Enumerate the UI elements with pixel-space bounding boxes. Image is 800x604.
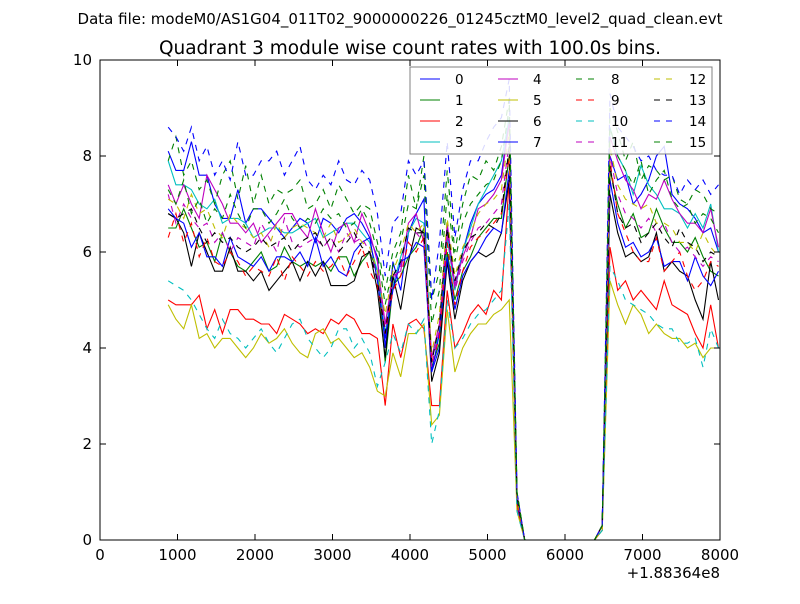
chart-title: Quadrant 3 module wise count rates with … (159, 38, 661, 59)
y-tick-label: 6 (82, 243, 92, 261)
legend-frame (409, 66, 713, 155)
x-offset-label: +1.88364e8 (627, 564, 720, 582)
chart-suptitle: Data file: modeM0/AS1G04_011T02_90000002… (78, 10, 723, 29)
x-tick-label: 3000 (313, 546, 351, 564)
series-line-13 (167, 146, 719, 541)
legend-label-14: 14 (689, 114, 706, 130)
series-layer (167, 79, 720, 541)
x-tick-label: 1000 (158, 546, 196, 564)
series-line-5 (167, 280, 719, 541)
legend-label-11: 11 (611, 135, 628, 151)
x-tick-label: 0 (95, 546, 105, 564)
legend-label-1: 1 (455, 93, 464, 109)
series-line-8 (167, 98, 719, 541)
y-tick-label: 8 (82, 147, 92, 165)
series-line-11 (167, 141, 719, 541)
x-tick-label: 5000 (468, 546, 506, 564)
y-tick-label: 0 (82, 531, 92, 549)
legend-label-9: 9 (611, 93, 620, 109)
x-tick-label: 2000 (236, 546, 274, 564)
legend-label-2: 2 (455, 114, 464, 130)
series-line-7 (167, 170, 719, 541)
series-line-9 (167, 155, 719, 541)
x-tick-label: 6000 (546, 546, 584, 564)
series-line-2 (167, 179, 720, 541)
y-tick-label: 2 (82, 435, 92, 453)
legend-label-12: 12 (689, 72, 706, 88)
series-line-6 (167, 179, 720, 541)
legend-label-15: 15 (689, 135, 706, 151)
y-tick-label: 4 (82, 339, 92, 357)
legend-label-10: 10 (611, 114, 628, 130)
legend-label-13: 13 (689, 93, 706, 109)
legend-label-4: 4 (533, 72, 542, 88)
series-line-4 (167, 122, 720, 541)
series-line-10 (167, 203, 720, 541)
x-tick-label: 4000 (391, 546, 429, 564)
legend-label-8: 8 (611, 72, 620, 88)
legend-label-5: 5 (533, 93, 542, 109)
legend-label-7: 7 (533, 135, 542, 151)
x-tick-label: 8000 (701, 546, 739, 564)
y-tick-label: 10 (73, 51, 92, 69)
legend-label-0: 0 (455, 72, 464, 88)
legend-label-3: 3 (455, 135, 464, 151)
legend-label-6: 6 (533, 114, 542, 130)
x-tick-label: 7000 (623, 546, 661, 564)
series-line-12 (167, 131, 719, 541)
